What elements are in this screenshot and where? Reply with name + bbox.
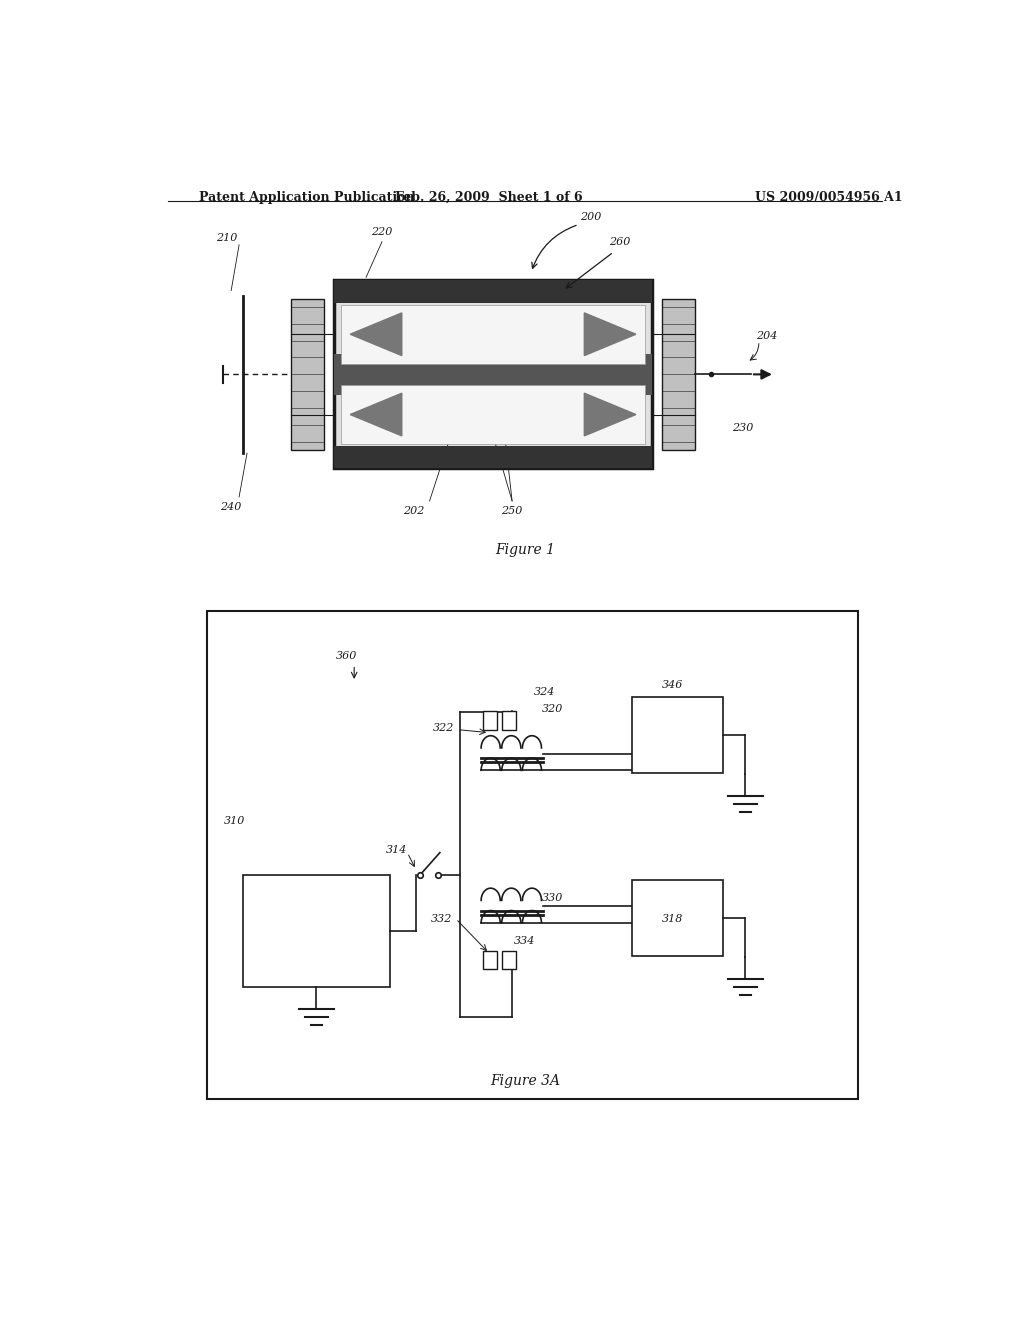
Text: 202: 202 [403, 506, 424, 516]
Bar [482, 952, 497, 969]
Bar [502, 952, 516, 969]
Bar [334, 280, 652, 302]
Text: 318: 318 [662, 913, 683, 924]
Text: 230: 230 [732, 422, 754, 433]
Text: 330: 330 [542, 894, 563, 903]
Text: 324: 324 [534, 686, 555, 697]
Bar [502, 711, 516, 730]
Bar [207, 611, 858, 1098]
Bar [243, 875, 390, 987]
Text: 200: 200 [580, 213, 601, 222]
Text: 314: 314 [386, 845, 407, 854]
Text: 334: 334 [514, 936, 536, 946]
Bar [291, 298, 324, 450]
Bar [663, 298, 695, 450]
Bar [632, 880, 723, 956]
Text: 210: 210 [216, 232, 238, 243]
Text: Figure 3A: Figure 3A [489, 1074, 560, 1088]
Bar [334, 280, 652, 469]
Text: 320: 320 [542, 705, 563, 714]
Text: Figure 1: Figure 1 [495, 543, 555, 557]
Polygon shape [585, 393, 636, 436]
Text: Patent Application Publication: Patent Application Publication [200, 191, 415, 203]
Bar [334, 446, 652, 469]
Text: 250: 250 [502, 506, 523, 516]
Bar [334, 354, 652, 395]
Text: 322: 322 [433, 722, 455, 733]
Bar [341, 385, 645, 444]
Bar [341, 305, 645, 364]
Text: 346: 346 [662, 680, 683, 690]
Polygon shape [585, 313, 636, 355]
Bar [482, 711, 497, 730]
Text: 204: 204 [756, 331, 777, 341]
Polygon shape [350, 393, 401, 436]
Bar [632, 697, 723, 774]
Text: 360: 360 [336, 652, 357, 661]
Polygon shape [350, 313, 401, 355]
Text: 240: 240 [220, 502, 242, 512]
Text: 260: 260 [609, 236, 631, 247]
Text: 220: 220 [372, 227, 392, 236]
Text: 332: 332 [431, 913, 453, 924]
Text: Feb. 26, 2009  Sheet 1 of 6: Feb. 26, 2009 Sheet 1 of 6 [395, 191, 583, 203]
Text: US 2009/0054956 A1: US 2009/0054956 A1 [755, 191, 902, 203]
Text: 310: 310 [223, 816, 245, 826]
